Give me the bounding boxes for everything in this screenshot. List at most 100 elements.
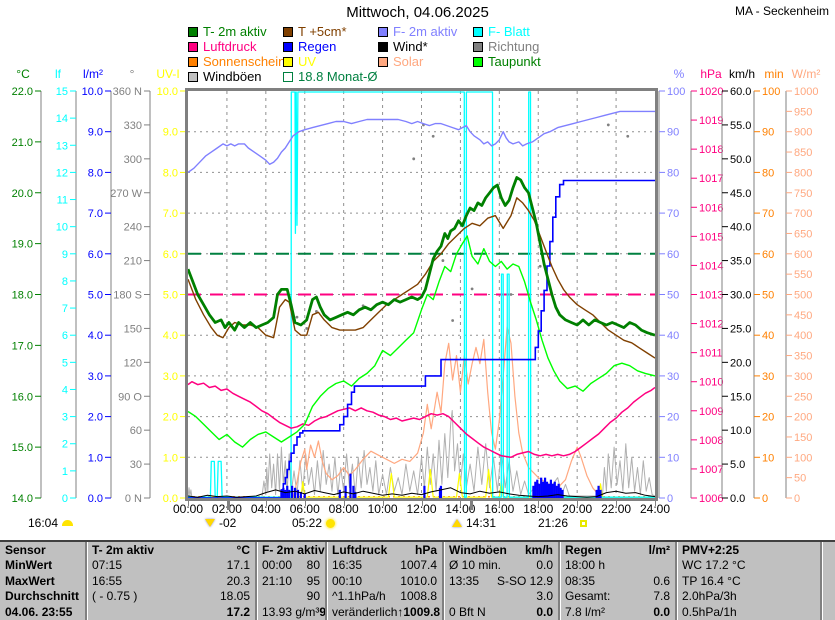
- axis-tick-label: 22.0: [12, 86, 33, 98]
- axis-tick-label: 10.0: [82, 86, 103, 98]
- table-cell-row: 21:10 95: [257, 573, 325, 589]
- series-regen-intervall: [282, 487, 285, 498]
- axis-tick-label: 900: [794, 127, 812, 139]
- axis-tick-label: 850: [794, 147, 812, 159]
- axis-tick-label: 35.0: [730, 256, 751, 268]
- x-tick: [499, 501, 501, 506]
- axis-tick-label: 150: [794, 432, 812, 444]
- x-tick: [616, 501, 618, 506]
- series-regen-intervall: [349, 473, 352, 498]
- axis-tick-label: 17.0: [12, 340, 33, 352]
- row-label-text: Sensor: [5, 542, 46, 557]
- legend-column: F- Blatt Richtung Taupunkt: [473, 24, 568, 84]
- axis-tick-label: 550: [794, 269, 812, 281]
- legend-item-label: Wind*: [393, 39, 428, 54]
- table-cell-row: ( - 0.75 ) 18.05: [87, 589, 255, 605]
- sunrise-time: 05:22: [292, 516, 323, 530]
- series-regen-intervall: [293, 487, 297, 498]
- legend-item-18-8-monat-[interactable]: 18.8 Monat-Ø: [283, 69, 378, 84]
- legend-item-label: UV: [298, 54, 317, 69]
- legend-item-luftdruck[interactable]: Luftdruck: [188, 39, 283, 54]
- axis-tick-label: 6.0: [163, 249, 178, 261]
- series-richtung: [470, 287, 474, 291]
- legend-item-uv[interactable]: UV: [283, 54, 378, 69]
- axis-header-min: min: [764, 67, 783, 81]
- series-regen-intervall: [547, 483, 551, 498]
- legend-item-richtung[interactable]: Richtung: [473, 39, 568, 54]
- legend-item-taupunkt[interactable]: Taupunkt: [473, 54, 568, 69]
- legend-item-f-blatt[interactable]: F- Blatt: [473, 24, 568, 39]
- legend-item-f-2m-aktiv[interactable]: F- 2m aktiv: [378, 24, 473, 39]
- axis-tick-label: 12: [56, 167, 68, 179]
- table-cell-row: 07:15 17.1: [87, 558, 255, 574]
- series-regen-intervall: [551, 483, 554, 498]
- table-column-header: Regen l/m²: [560, 542, 675, 558]
- cell-label: 2.0hPa/3h: [682, 589, 737, 604]
- axis-tick-label: 9.0: [88, 127, 103, 139]
- axis-tick-label: 4.0: [88, 330, 103, 342]
- table-column-t-2m-aktiv: T- 2m aktiv °C 07:15 17.1 16:55 20.3( - 0.75 …: [85, 542, 255, 620]
- column-name: Windböen: [449, 542, 507, 557]
- legend-item-sonnenschein[interactable]: Sonnenschein: [188, 54, 285, 69]
- axis-tick-label: 100: [794, 452, 812, 464]
- series-regen-intervall: [555, 485, 558, 498]
- legend-item-t-5cm-[interactable]: T +5cm*: [283, 24, 378, 39]
- axis-tick-label: 450: [794, 310, 812, 322]
- axis-tick-label: 10.0: [730, 425, 751, 437]
- cell-label: 00:10: [332, 573, 363, 588]
- x-tick: [655, 501, 656, 506]
- axis-tick-label: 15.0: [12, 442, 33, 454]
- legend-item-label: Windböen: [203, 69, 262, 84]
- table-cell-row: 17.2: [87, 604, 255, 620]
- x-axis-label: 12:00: [406, 502, 437, 516]
- cell-label: 0 Bft N: [449, 604, 486, 619]
- axis-tick-label: 45.0: [730, 188, 751, 200]
- table-row-header-column: Sensor MinWert MaxWert Durchschnitt 04.06. 2…: [0, 542, 85, 620]
- cell-label: 13:35: [449, 573, 480, 588]
- cell-label: 18:00 h: [565, 558, 606, 573]
- moon-event-tick: [227, 501, 230, 510]
- legend-item-label: F- Blatt: [488, 24, 530, 39]
- legend-item-wind-[interactable]: Wind*: [378, 39, 473, 54]
- axis-header-%: %: [674, 67, 685, 81]
- table-cell-row: 08:35 0.6: [560, 573, 675, 589]
- axis-tick-label: 13: [56, 140, 68, 152]
- legend-item-regen[interactable]: Regen: [283, 39, 378, 54]
- cell-label: WC 17.2 °C: [682, 558, 746, 573]
- axis-tick-label: 3: [62, 412, 68, 424]
- x-tick: [265, 501, 267, 506]
- station-label: MA - Seckenheim: [734, 4, 829, 18]
- axis-tick-label: 30: [130, 459, 142, 471]
- axis-tick-label: 9: [62, 249, 68, 261]
- moon-event-tick: [470, 501, 473, 510]
- cell-value: 0.6: [653, 573, 670, 588]
- legend-checkbox-icon: [473, 26, 483, 37]
- legend-checkbox-icon: [283, 56, 293, 67]
- chart-canvas: [186, 91, 656, 499]
- axis-tick-label: 180 S: [113, 290, 142, 302]
- legend-item-t-2m-aktiv[interactable]: T- 2m aktiv: [188, 24, 283, 39]
- axis-tick-label: 60: [667, 249, 679, 261]
- table-cell-row: ^1.1hPa/h 1008.8: [327, 589, 442, 605]
- legend-item-label: Regen: [298, 39, 337, 54]
- axis-tick-label: 1013: [699, 290, 723, 302]
- cell-value: 80: [306, 558, 320, 573]
- plot-area[interactable]: [185, 88, 658, 501]
- legend-item-label: Luftdruck: [203, 39, 257, 54]
- axis-tick-label: 55.0: [730, 120, 751, 132]
- table-cell-row: 13.93 g/m³95: [257, 604, 325, 620]
- axis-tick-label: 11: [57, 195, 68, 207]
- axis-header-km/h: km/h: [729, 67, 755, 81]
- legend-checkbox-icon: [378, 41, 388, 52]
- axis-tick-label: 15: [56, 86, 68, 98]
- x-tick: [538, 501, 540, 506]
- axis-tick-label: 100: [667, 86, 685, 98]
- x-tick: [421, 501, 423, 506]
- axis-tick-label: 1: [62, 466, 68, 478]
- legend-item-solar[interactable]: Solar: [378, 54, 473, 69]
- legend-item-windb-en[interactable]: Windböen: [188, 69, 283, 84]
- page-title: Mittwoch, 04.06.2025: [346, 4, 489, 21]
- series-regen-intervall: [303, 493, 306, 498]
- axis-tick-label: 10: [667, 452, 679, 464]
